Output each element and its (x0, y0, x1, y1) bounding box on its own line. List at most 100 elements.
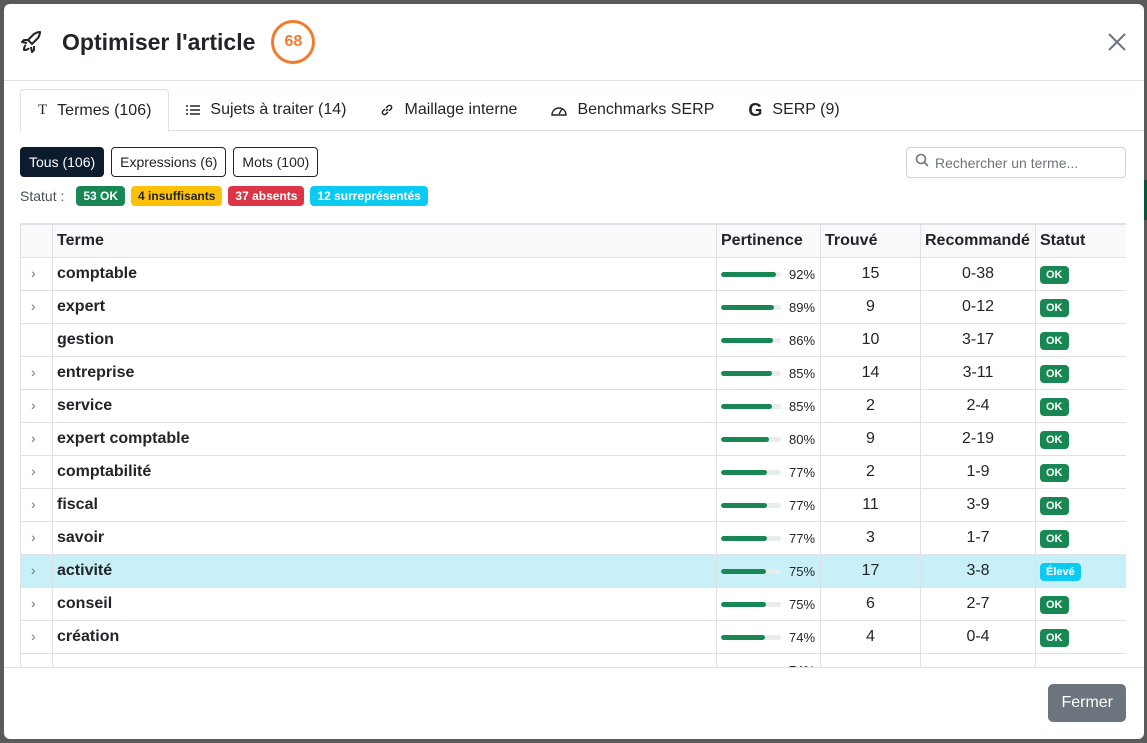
term-cell: service (52, 389, 717, 423)
expand-cell[interactable]: › (20, 290, 53, 324)
status-over-badge[interactable]: 12 surreprésentés (310, 186, 428, 206)
chevron-right-icon[interactable]: › (31, 430, 36, 446)
tab-label: Sujets à traiter (14) (210, 101, 347, 118)
terms-table-container[interactable]: Terme Pertinence Trouvé Recommandé Statu… (20, 223, 1126, 667)
tab-label: Maillage interne (404, 101, 518, 118)
header-recommended[interactable]: Recommandé (920, 224, 1036, 258)
table-row[interactable]: › 74% (20, 653, 1126, 668)
filter-words-button[interactable]: Mots (100) (233, 147, 319, 177)
pertinence-cell: 77% (716, 488, 821, 522)
table-row[interactable]: › expert 89% 9 0-12 OK (20, 290, 1126, 324)
term-cell: expert comptable (52, 422, 717, 456)
status-badge: Élevé (1040, 562, 1081, 581)
status-summary: Statut : 53 OK 4 insuffisants 37 absents… (20, 186, 428, 206)
table-row[interactable]: › comptable 92% 15 0-38 OK (20, 257, 1126, 291)
table-row[interactable]: › savoir 77% 3 1-7 OK (20, 521, 1126, 555)
tab-sujets[interactable]: Sujets à traiter (14) (169, 89, 363, 131)
chevron-right-icon[interactable]: › (31, 397, 36, 413)
chevron-right-icon[interactable]: › (31, 496, 36, 512)
status-badge: OK (1040, 529, 1069, 548)
chevron-right-icon[interactable]: › (31, 529, 36, 545)
term-cell: entreprise (52, 356, 717, 390)
pertinence-cell: 74% (716, 653, 821, 668)
found-cell: 6 (820, 587, 921, 621)
pertinence-bar-fill (721, 337, 773, 343)
chevron-right-icon[interactable]: › (31, 364, 36, 380)
status-cell: OK (1035, 356, 1126, 390)
list-icon (186, 104, 201, 116)
table-row[interactable]: gestion 86% 10 3-17 OK (20, 323, 1126, 357)
tab-serp[interactable]: G SERP (9) (731, 89, 856, 131)
header-found[interactable]: Trouvé (820, 224, 921, 258)
search-icon (915, 153, 929, 172)
expand-cell[interactable]: › (20, 653, 53, 667)
pertinence-cell: 85% (716, 389, 821, 423)
found-cell: 3 (820, 521, 921, 555)
header-expand (20, 224, 53, 258)
tab-termes[interactable]: T Termes (106) (20, 89, 170, 132)
pertinence-cell: 89% (716, 290, 821, 324)
chevron-right-icon[interactable]: › (31, 298, 36, 314)
chevron-right-icon[interactable]: › (31, 265, 36, 281)
expand-cell[interactable]: › (20, 389, 53, 423)
expand-cell[interactable]: › (20, 620, 53, 654)
score-badge: 68 (271, 20, 316, 64)
expand-cell (20, 323, 53, 357)
chevron-right-icon[interactable]: › (31, 595, 36, 611)
recommended-cell: 1-9 (920, 455, 1036, 489)
filter-all-button[interactable]: Tous (106) (20, 147, 105, 177)
pertinence-cell: 74% (716, 620, 821, 654)
expand-cell[interactable]: › (20, 488, 53, 522)
pertinence-cell: 86% (716, 323, 821, 357)
search-input[interactable] (935, 154, 1115, 171)
table-row[interactable]: › activité 75% 17 3-8 Élevé (20, 554, 1126, 588)
table-row[interactable]: › fiscal 77% 11 3-9 OK (20, 488, 1126, 522)
close-button[interactable]: Fermer (1048, 684, 1126, 722)
status-insufficient-badge[interactable]: 4 insuffisants (131, 186, 223, 206)
table-row[interactable]: › comptabilité 77% 2 1-9 OK (20, 455, 1126, 489)
expand-cell[interactable]: › (20, 455, 53, 489)
chevron-right-icon[interactable]: › (25, 661, 36, 667)
chevron-right-icon[interactable]: › (31, 628, 36, 644)
found-cell: 9 (820, 290, 921, 324)
table-row[interactable]: › expert comptable 80% 9 2-19 OK (20, 422, 1126, 456)
header-status[interactable]: Statut (1035, 224, 1126, 258)
pertinence-value: 74% (789, 629, 816, 645)
status-badge: OK (1040, 463, 1069, 482)
expand-cell[interactable]: › (20, 422, 53, 456)
status-cell: OK (1035, 422, 1126, 456)
found-cell: 2 (820, 455, 921, 489)
recommended-cell: 1-7 (920, 521, 1036, 555)
pertinence-cell: 77% (716, 455, 821, 489)
filter-expressions-button[interactable]: Expressions (6) (111, 147, 227, 177)
table-row[interactable]: › service 85% 2 2-4 OK (20, 389, 1126, 423)
tab-benchmarks[interactable]: Benchmarks SERP (534, 89, 731, 131)
term-cell: expert (52, 290, 717, 324)
recommended-cell: 0-38 (920, 257, 1036, 291)
table-row[interactable]: › création 74% 4 0-4 OK (20, 620, 1126, 654)
expand-cell[interactable]: › (20, 356, 53, 390)
pertinence-bar (721, 634, 781, 640)
expand-cell[interactable]: › (20, 587, 53, 621)
pertinence-bar-fill (721, 535, 768, 541)
chevron-right-icon[interactable]: › (31, 562, 36, 578)
pertinence-cell: 75% (716, 554, 821, 588)
chevron-right-icon[interactable]: › (31, 463, 36, 479)
close-icon[interactable] (1106, 31, 1128, 53)
tab-label: Termes (106) (57, 101, 152, 119)
expand-cell[interactable]: › (20, 257, 53, 291)
pertinence-value: 74% (789, 663, 815, 668)
pertinence-bar (721, 535, 781, 541)
expand-cell[interactable]: › (20, 554, 53, 588)
header-pertinence[interactable]: Pertinence (716, 224, 821, 258)
tab-maillage[interactable]: Maillage interne (363, 89, 534, 131)
term-cell: création (52, 620, 717, 654)
expand-cell[interactable]: › (20, 521, 53, 555)
gauge-icon (551, 104, 568, 116)
status-absent-badge[interactable]: 37 absents (228, 186, 305, 206)
table-row[interactable]: › entreprise 85% 14 3-11 OK (20, 356, 1126, 390)
header-term[interactable]: Terme (52, 224, 717, 258)
table-row[interactable]: › conseil 75% 6 2-7 OK (20, 587, 1126, 621)
status-ok-badge[interactable]: 53 OK (76, 186, 126, 206)
status-cell: OK (1035, 587, 1126, 621)
